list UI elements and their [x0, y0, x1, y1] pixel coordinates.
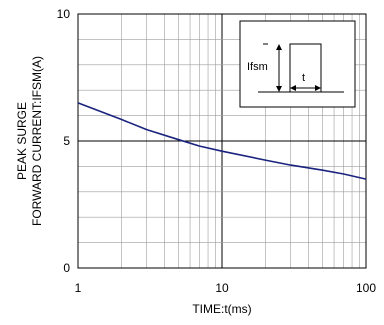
x-tick-label: 100	[356, 281, 376, 295]
y-tick-label: 10	[57, 7, 71, 21]
inset-waveform: Ifsm t	[239, 20, 356, 108]
inset-frame	[239, 20, 356, 108]
y-axis-label-line1: PEAK SURGE	[15, 102, 29, 180]
series-layer	[77, 102, 367, 180]
inset-current-arrow-head-down	[276, 86, 282, 92]
inset-time-arrow-head-left	[290, 85, 296, 91]
inset-pulse	[262, 43, 322, 93]
plot-frame	[77, 13, 367, 269]
x-tick-label: 10	[215, 281, 229, 295]
y-tick-label: 5	[63, 134, 70, 148]
y-tick-label: 0	[63, 261, 70, 275]
x-axis-label: TIME:t(ms)	[192, 302, 251, 316]
inset-current-label: Ifsm	[247, 61, 268, 73]
inset-time-arrow-head-right	[315, 85, 321, 91]
y-axis-label-line2: FORWARD CURRENT:IFSM(A)	[30, 56, 44, 226]
inset-time-label: t	[302, 72, 305, 84]
x-tick-labels: 1 10 100	[75, 281, 377, 295]
x-tick-label: 1	[75, 281, 82, 295]
series-line-0	[77, 102, 367, 180]
inset-current-arrow-head-up	[276, 44, 282, 50]
y-tick-labels: 0 5 10	[57, 7, 71, 275]
